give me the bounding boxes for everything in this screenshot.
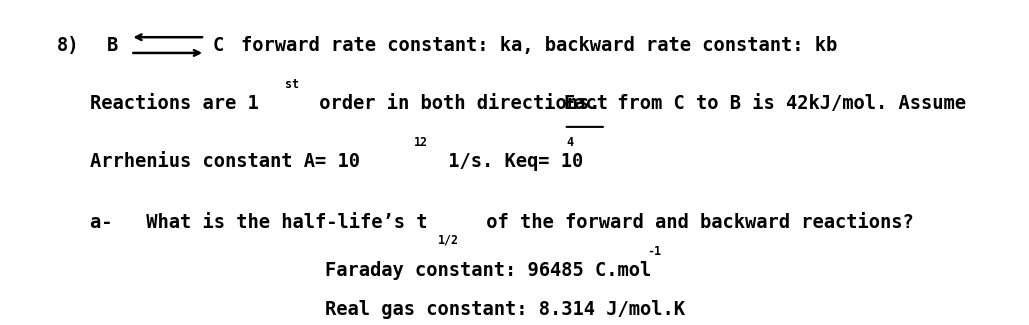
Text: 12: 12 xyxy=(414,136,428,149)
Text: -1: -1 xyxy=(647,245,661,258)
Text: from C to B is 42kJ/mol. Assume: from C to B is 42kJ/mol. Assume xyxy=(606,94,966,113)
Text: Faraday constant: 96485 C.mol: Faraday constant: 96485 C.mol xyxy=(324,261,651,280)
Text: forward rate constant: ka, backward rate constant: kb: forward rate constant: ka, backward rate… xyxy=(242,35,838,55)
Text: a-   What is the half-life’s t: a- What is the half-life’s t xyxy=(91,214,428,232)
Text: 1/s. Keq= 10: 1/s. Keq= 10 xyxy=(436,152,582,171)
Text: 4: 4 xyxy=(567,136,573,149)
Text: B: B xyxy=(107,35,117,55)
Text: Real gas constant: 8.314 J/mol.K: Real gas constant: 8.314 J/mol.K xyxy=(324,300,684,319)
Text: of the forward and backward reactions?: of the forward and backward reactions? xyxy=(474,214,914,232)
Text: 1/2: 1/2 xyxy=(437,234,459,247)
Text: Eact: Eact xyxy=(564,94,609,113)
Text: Arrhenius constant A= 10: Arrhenius constant A= 10 xyxy=(91,152,360,171)
Text: st: st xyxy=(285,78,299,91)
Text: C: C xyxy=(213,35,224,55)
Text: Reactions are 1: Reactions are 1 xyxy=(91,94,259,113)
Text: order in both directions.: order in both directions. xyxy=(309,94,612,113)
Text: 8): 8) xyxy=(57,35,79,55)
